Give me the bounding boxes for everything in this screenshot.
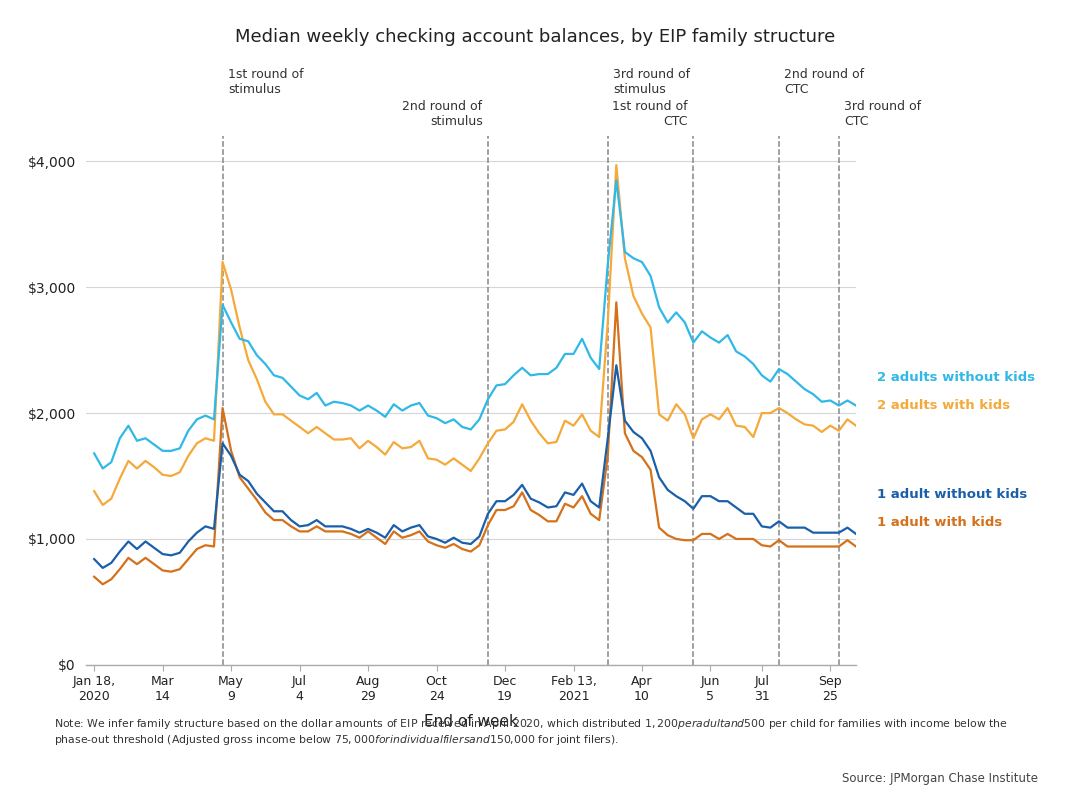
- Text: 3rd round of
CTC: 3rd round of CTC: [844, 100, 921, 128]
- Text: Source: JPMorgan Chase Institute: Source: JPMorgan Chase Institute: [842, 772, 1038, 785]
- X-axis label: End of week: End of week: [424, 714, 518, 730]
- Text: 2nd round of
stimulus: 2nd round of stimulus: [402, 100, 483, 128]
- Text: 1 adult without kids: 1 adult without kids: [877, 489, 1027, 501]
- Text: Note: We infer family structure based on the dollar amounts of EIP received in A: Note: We infer family structure based on…: [54, 717, 1008, 747]
- Text: 2 adults without kids: 2 adults without kids: [877, 372, 1036, 384]
- Text: 3rd round of
stimulus: 3rd round of stimulus: [613, 68, 690, 96]
- Text: 2nd round of
CTC: 2nd round of CTC: [784, 68, 865, 96]
- Text: 1 adult with kids: 1 adult with kids: [877, 516, 1003, 529]
- Text: 1st round of
stimulus: 1st round of stimulus: [228, 68, 304, 96]
- Text: 2 adults with kids: 2 adults with kids: [877, 399, 1010, 412]
- Text: Median weekly checking account balances, by EIP family structure: Median weekly checking account balances,…: [235, 28, 835, 46]
- Text: 1st round of
CTC: 1st round of CTC: [612, 100, 688, 128]
